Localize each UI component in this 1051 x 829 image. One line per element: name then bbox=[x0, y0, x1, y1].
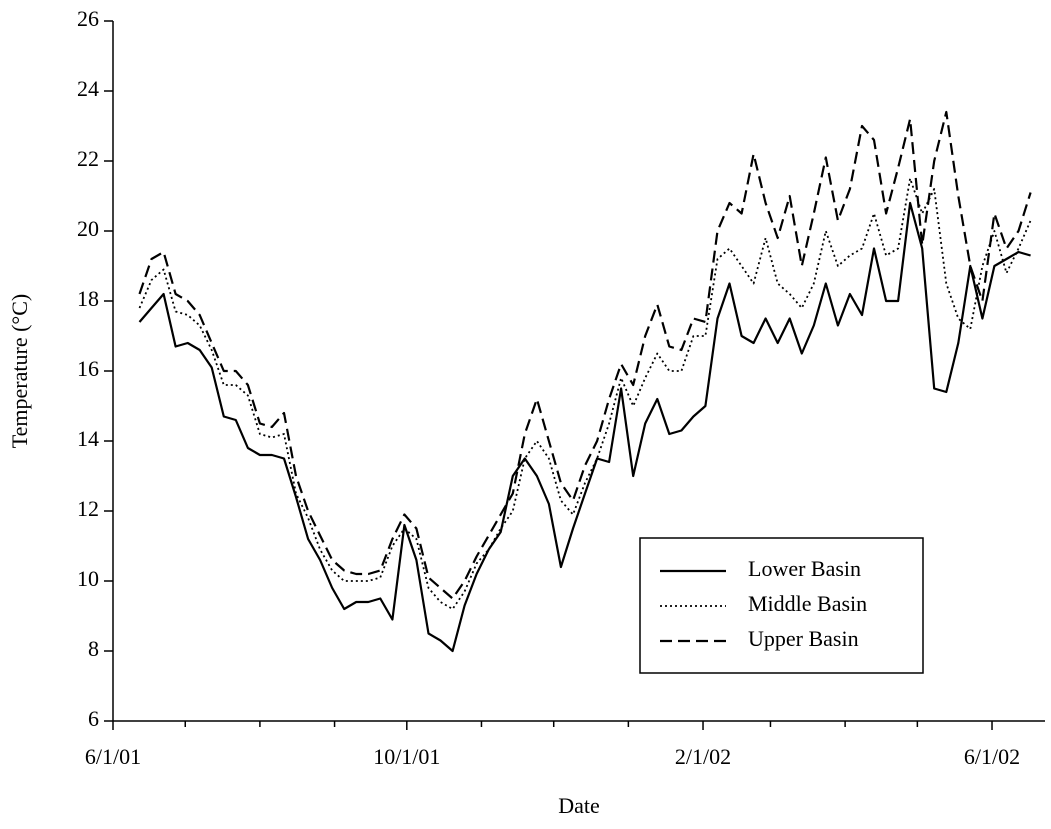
y-tick-label: 8 bbox=[88, 636, 99, 661]
y-tick-label: 20 bbox=[77, 216, 99, 241]
legend: Lower Basin Middle Basin Upper Basin bbox=[639, 537, 924, 674]
y-tick-label: 24 bbox=[77, 76, 99, 101]
legend-box bbox=[639, 537, 924, 674]
y-tick-label: 6 bbox=[88, 706, 99, 731]
y-axis-label: Temperature (°C) bbox=[7, 294, 32, 448]
x-axis-label: Date bbox=[558, 793, 600, 818]
x-tick-label: 10/1/01 bbox=[373, 744, 440, 769]
y-tick-label: 12 bbox=[77, 496, 99, 521]
x-tick-label: 6/1/01 bbox=[85, 744, 141, 769]
legend-label: Middle Basin bbox=[748, 591, 867, 616]
legend-label: Upper Basin bbox=[748, 626, 859, 651]
y-tick-label: 10 bbox=[77, 566, 99, 591]
y-tick-label: 14 bbox=[77, 426, 99, 451]
y-tick-label: 18 bbox=[77, 286, 99, 311]
y-tick-label: 22 bbox=[77, 146, 99, 171]
series-line bbox=[138, 201, 1031, 653]
series-line bbox=[138, 110, 1032, 600]
x-tick-label: 6/1/02 bbox=[964, 744, 1020, 769]
x-tick-label: 2/1/02 bbox=[675, 744, 731, 769]
legend-label: Lower Basin bbox=[748, 556, 861, 581]
series-line bbox=[138, 177, 1032, 610]
y-tick-label: 26 bbox=[77, 6, 99, 31]
y-tick-label: 16 bbox=[77, 356, 99, 381]
